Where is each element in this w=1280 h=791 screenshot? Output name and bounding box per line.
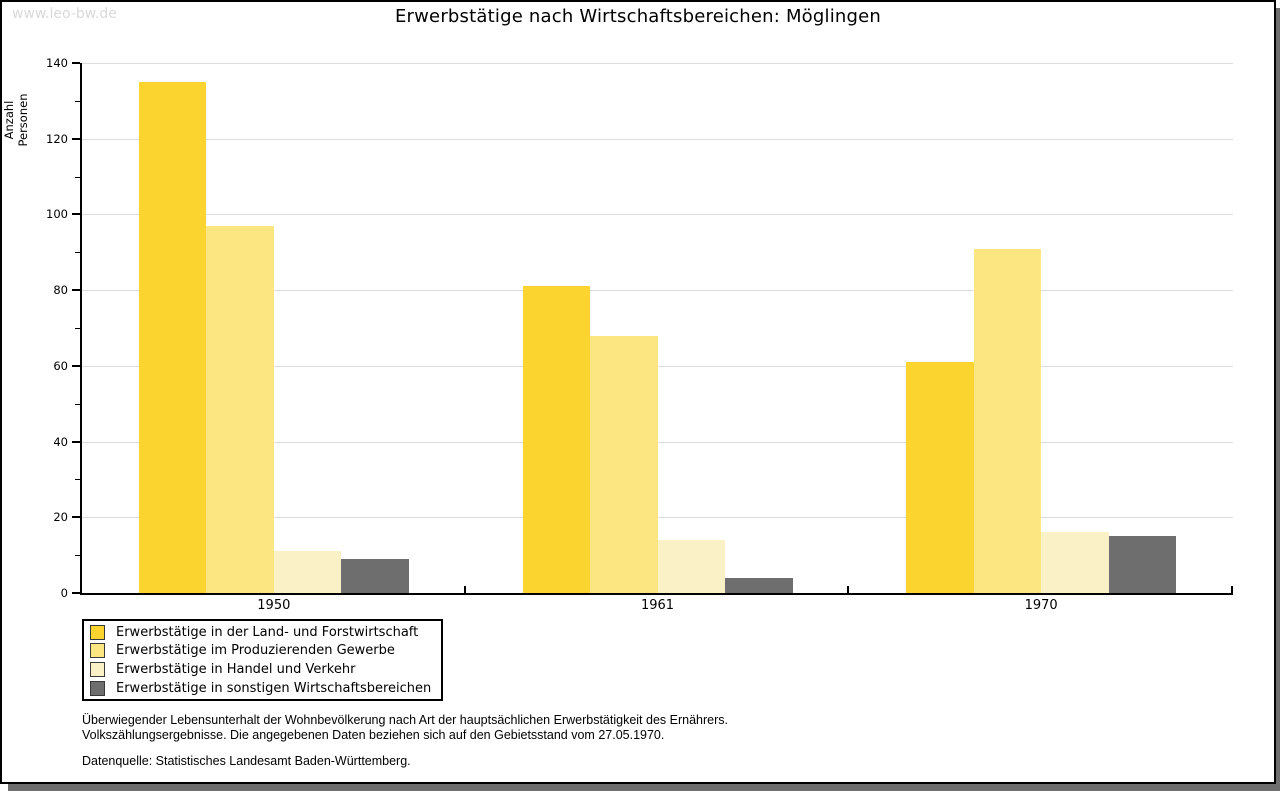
- legend-item: Erwerbstätige in Handel und Verkehr: [90, 660, 431, 679]
- bar-1950-series2: [206, 225, 274, 593]
- y-tick-0: [72, 592, 80, 594]
- y-tick-40: [72, 440, 80, 443]
- y-tick-label-20: 20: [53, 510, 68, 525]
- x-boundary-tick-1: [463, 586, 466, 593]
- legend-swatch: [90, 661, 105, 677]
- y-tick-140: [72, 62, 80, 64]
- bar-1961-series1: [522, 286, 590, 593]
- y-tick-label-0: 0: [60, 586, 68, 600]
- legend-swatch: [90, 624, 105, 640]
- legend: Erwerbstätige in der Land- und Forstwirt…: [82, 619, 444, 702]
- y-minor-tick-50: [75, 403, 80, 405]
- bar-1970-series1: [906, 362, 974, 593]
- gridline-120: [82, 138, 1233, 140]
- legend-item: Erwerbstätige im Produzierenden Gewerbe: [90, 642, 431, 661]
- footer-note-line2: Volkszählungsergebnisse. Die angegebenen…: [82, 728, 665, 742]
- gridline-40: [82, 441, 1233, 443]
- y-tick-label-120: 120: [46, 131, 68, 146]
- y-minor-tick-10: [75, 555, 80, 557]
- bar-1961-series3: [657, 540, 725, 593]
- legend-item: Erwerbstätige in sonstigen Wirtschaftsbe…: [90, 679, 431, 698]
- y-minor-tick-130: [75, 100, 80, 102]
- y-tick-100: [72, 213, 80, 216]
- x-boundary-tick-2: [847, 586, 850, 593]
- gridline-80: [82, 290, 1233, 292]
- y-minor-tick-70: [75, 328, 80, 329]
- x-boundary-tick-3: [1231, 586, 1233, 593]
- legend-label: Erwerbstätige in sonstigen Wirtschaftsbe…: [116, 680, 432, 696]
- y-tick-label-40: 40: [53, 434, 68, 449]
- bar-1950-series4: [341, 558, 409, 593]
- y-tick-120: [72, 137, 80, 140]
- y-minor-tick-90: [75, 252, 80, 254]
- watermark: www.leo-bw.de: [12, 6, 117, 22]
- y-tick-label-80: 80: [53, 283, 68, 298]
- footer-note-line1: Überwiegender Lebensunterhalt der Wohnbe…: [82, 713, 728, 727]
- x-tick-label-1950: 1950: [257, 598, 291, 613]
- gridline-20: [82, 517, 1233, 519]
- y-tick-label-100: 100: [46, 207, 68, 222]
- y-tick-label-60: 60: [53, 358, 68, 373]
- x-tick-label-1970: 1970: [1024, 598, 1058, 613]
- x-axis: 1950 1961 1970: [82, 598, 1233, 616]
- y-minor-tick-110: [75, 176, 80, 178]
- legend-swatch: [90, 680, 105, 696]
- gridline-140: [82, 63, 1233, 64]
- legend-label: Erwerbstätige im Produzierenden Gewerbe: [116, 643, 395, 659]
- bar-1950-series3: [273, 551, 342, 593]
- legend-swatch: [90, 643, 105, 659]
- gridline-60: [82, 365, 1233, 367]
- y-tick-label-140: 140: [46, 56, 68, 70]
- bar-1950-series1: [138, 81, 207, 593]
- bar-1961-series4: [725, 577, 793, 593]
- bar-1970-series4: [1108, 536, 1177, 593]
- page-title: Erwerbstätige nach Wirtschaftsbereichen:…: [394, 6, 882, 27]
- legend-label: Erwerbstätige in Handel und Verkehr: [116, 661, 356, 677]
- legend-item: Erwerbstätige in der Land- und Forstwirt…: [90, 623, 431, 642]
- footer: Überwiegender Lebensunterhalt der Wohnbe…: [82, 713, 728, 769]
- plot-area: [80, 63, 1233, 595]
- y-tick-20: [72, 516, 80, 519]
- bar-1961-series2: [590, 335, 658, 593]
- y-axis: 0 20 40 60 80 100 120 140: [2, 56, 80, 600]
- footer-source: Datenquelle: Statistisches Landesamt Bad…: [82, 754, 411, 768]
- bar-1970-series2: [973, 248, 1042, 593]
- y-tick-80: [72, 289, 80, 292]
- bar-1970-series3: [1041, 532, 1109, 593]
- y-tick-60: [72, 364, 80, 367]
- x-tick-label-1961: 1961: [640, 598, 675, 613]
- gridline-100: [82, 214, 1233, 216]
- y-minor-tick-30: [75, 479, 80, 481]
- legend-label: Erwerbstätige in der Land- und Forstwirt…: [116, 624, 419, 640]
